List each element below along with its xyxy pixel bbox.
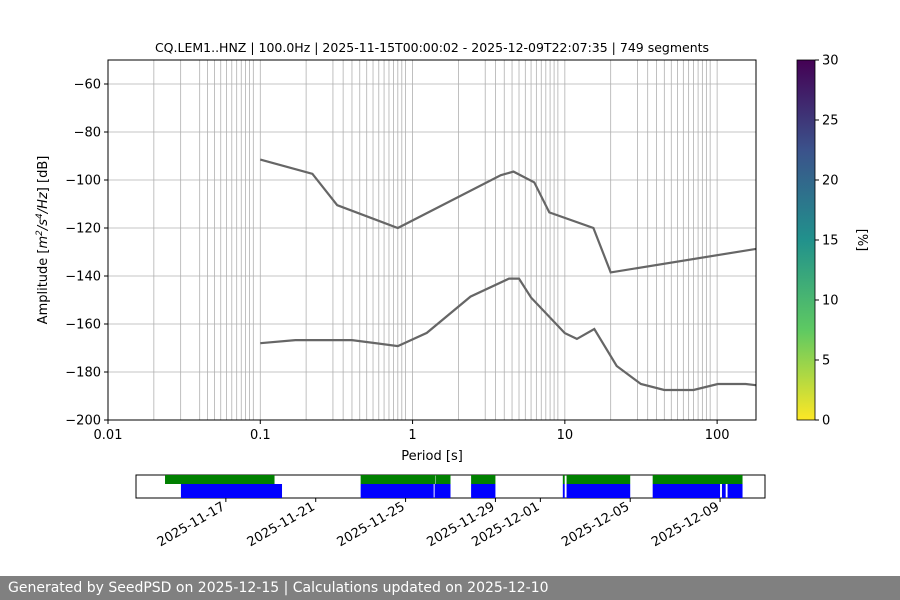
psd-figure: CQ.LEM1..HNZ | 100.0Hz | 2025-11-15T00:0… [35,40,869,550]
date-tick-label: 2025-12-05 [559,499,632,550]
chart-title: CQ.LEM1..HNZ | 100.0Hz | 2025-11-15T00:0… [155,40,709,55]
y-axis-label: Amplitude [m2/s4/Hz] [dB] [35,156,51,325]
availability-date-ticks: 2025-11-17 2025-11-21 2025-11-25 2025-11-29… [155,498,722,550]
x-axis-label: Period [s] [401,449,463,464]
availability-green-segment [360,475,436,484]
y-tick-label: −60 [74,78,101,93]
colorbar-tick-label: 30 [822,54,839,69]
colorbar-tick-label: 5 [822,354,830,369]
availability-green-segment [435,475,451,484]
footer-text: Generated by SeedPSD on 2025-12-15 | Cal… [8,580,549,596]
availability-blue-segment [727,484,743,498]
availability-blue-segment [471,484,496,498]
availability-blue-segment [721,484,726,498]
x-tick-label: 1 [408,428,416,443]
colorbar-tick-label: 0 [822,414,830,429]
availability-blue-segment [566,484,631,498]
date-tick-label: 2025-12-09 [649,499,722,550]
availability-green-segment [652,475,743,484]
y-tick-label: −100 [65,174,101,189]
nlnm-curve [260,277,756,392]
date-tick-label: 2025-11-17 [155,499,228,550]
plot-frame [107,59,757,421]
availability-green-segment [165,475,275,484]
y-tick-label: −120 [65,222,101,237]
colorbar-tick-label: 20 [822,174,839,189]
date-tick-label: 2025-11-21 [245,499,318,550]
availability-blue-segment [360,484,434,498]
availability-blue-segment [652,484,721,498]
availability-segments [165,475,743,498]
y-tick-label: −80 [74,126,101,141]
y-tick-label: −160 [65,318,101,333]
footer-bar: Generated by SeedPSD on 2025-12-15 | Cal… [0,576,900,600]
availability-blue-segment [434,484,451,498]
grid-layer [107,60,756,421]
colorbar-tick-label: 25 [822,114,839,129]
availability-blue-segment [180,484,283,498]
x-tick-label: 0.01 [94,428,123,443]
x-tick-label: 100 [705,428,730,443]
colorbar-ticks: 0 5 10 15 20 25 30 [815,54,839,429]
x-tick-label: 0.1 [250,428,271,443]
availability-green-segment [562,475,565,484]
y-tick-label: −140 [65,270,101,285]
noise-model-curves [260,158,756,392]
nhnm-curve [260,158,756,274]
x-axis: 0.01 0.1 1 10 100 [94,420,730,443]
y-axis: −60 −80 −100 −120 −140 −160 −180 −200 [65,78,108,429]
plot-background [108,60,756,420]
y-tick-label: −200 [65,414,101,429]
availability-green-segment [566,475,631,484]
date-tick-label: 2025-11-25 [335,499,408,550]
availability-blue-segment [562,484,565,498]
availability-green-segment [471,475,496,484]
x-tick-label: 10 [557,428,574,443]
colorbar-label: [%] [854,229,869,252]
colorbar-tick-label: 10 [822,294,839,309]
y-tick-label: −180 [65,366,101,381]
colorbar-tick-label: 15 [822,234,839,249]
colorbar [796,59,816,421]
availability-strip: 2025-11-17 2025-11-21 2025-11-25 2025-11-29… [135,474,766,550]
